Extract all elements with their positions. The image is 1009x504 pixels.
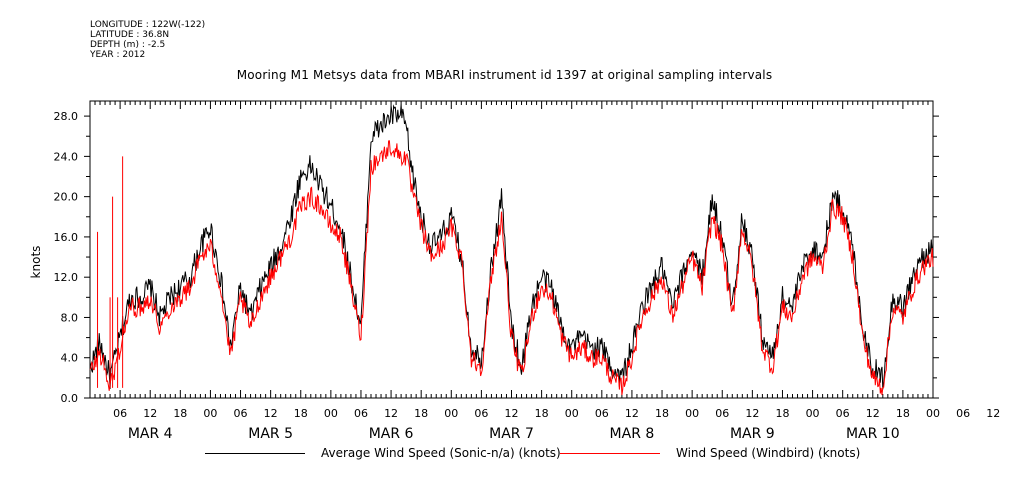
y-tick-label: 12.0 [54,271,79,284]
x-tick-label: 12 [745,407,759,420]
x-tick-label: 12 [866,407,880,420]
y-axis-label: knots [29,246,43,279]
depth-text: DEPTH (m) : -2.5 [90,40,166,50]
x-day-label: MAR 6 [369,426,414,442]
x-tick-label: 18 [655,407,669,420]
x-tick-label: 18 [896,407,910,420]
series-layer [89,104,934,396]
year-text: YEAR : 2012 [90,50,146,60]
legend-item-average: Average Wind Speed (Sonic-n/a) (knots) [205,446,561,462]
x-day-label: MAR 4 [128,426,173,442]
station-metadata: LONGITUDE : 122W(-122) LATITUDE : 36.8N … [90,20,205,60]
legend-swatch-red [560,453,660,454]
x-tick-label: 06 [354,407,368,420]
legend-item-windbird: Wind Speed (Windbird) (knots) [560,446,860,462]
y-tick-label: 4.0 [61,352,79,365]
x-axis: 06 12 18 00 06 12 18 00 06 12 18 00 06 12 18 00 06 12 18 00… [89,101,1000,442]
x-tick-label: 12 [625,407,639,420]
chart-title: Mooring M1 Metsys data from MBARI instru… [236,68,773,82]
x-day-label: MAR 8 [610,426,655,442]
x-tick-label: 12 [384,407,398,420]
x-tick-label: 18 [173,407,187,420]
y-tick-label: 0.0 [61,392,79,405]
plot-border [89,100,934,399]
legend-label-windbird: Wind Speed (Windbird) (knots) [676,446,861,460]
longitude-text: LONGITUDE : 122W(-122) [90,20,206,30]
x-tick-label: 06 [474,407,488,420]
x-tick-label: 00 [203,407,217,420]
x-tick-label: 06 [956,407,970,420]
x-tick-label: 00 [444,407,458,420]
series-line-windbird [89,140,934,396]
y-tick-label: 20.0 [54,191,79,204]
x-day-label: MAR 7 [489,426,534,442]
x-tick-label: 18 [294,407,308,420]
x-tick-label: 12 [986,407,1000,420]
x-tick-label: 06 [715,407,729,420]
x-tick-label: 00 [324,407,338,420]
x-day-label: MAR 5 [248,426,293,442]
x-tick-label: 18 [535,407,549,420]
legend-swatch-black [205,453,305,454]
x-tick-label: 12 [143,407,157,420]
series-line-average-wind [89,104,934,390]
x-tick-label: 06 [234,407,248,420]
x-tick-label: 00 [926,407,940,420]
x-tick-label: 18 [414,407,428,420]
legend-label-average: Average Wind Speed (Sonic-n/a) (knots) [321,446,561,460]
x-tick-label: 06 [836,407,850,420]
x-tick-label: 06 [113,407,127,420]
y-tick-label: 28.0 [54,110,79,123]
x-tick-label: 00 [685,407,699,420]
y-tick-label: 16.0 [54,231,79,244]
x-day-label: MAR 9 [730,426,775,442]
x-tick-label: 06 [595,407,609,420]
y-axis: 0.0 4.0 8.0 12.0 16.0 20.0 24.0 28.0 [54,110,939,405]
y-tick-label: 24.0 [54,150,79,163]
x-tick-label: 12 [264,407,278,420]
y-tick-label: 8.0 [61,311,79,324]
latitude-text: LATITUDE : 36.8N [90,30,170,40]
x-tick-label: 18 [775,407,789,420]
x-day-label: MAR 10 [846,426,900,442]
x-tick-label: 12 [505,407,519,420]
plot-frame [89,100,934,399]
x-tick-label: 00 [806,407,820,420]
x-tick-label: 00 [565,407,579,420]
